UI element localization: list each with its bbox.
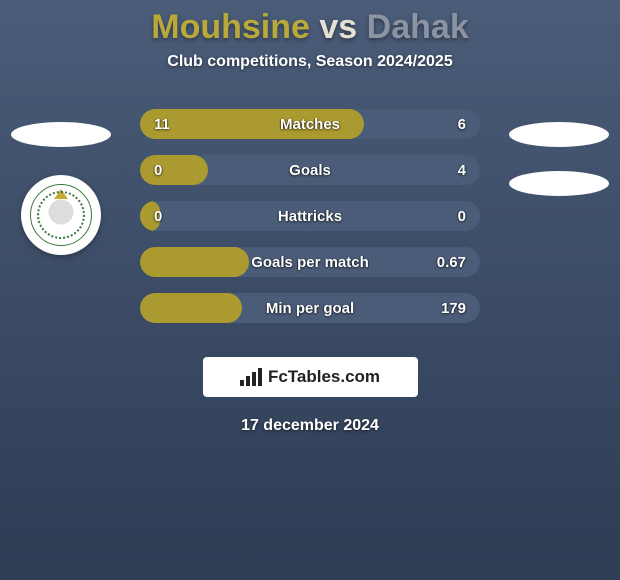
subtitle: Club competitions, Season 2024/2025: [0, 53, 620, 71]
stat-bar: 0Hattricks0: [140, 201, 480, 231]
brand-box[interactable]: FcTables.com: [203, 357, 418, 397]
stat-bar: 0Goals4: [140, 155, 480, 185]
stat-right-value: 0: [430, 208, 480, 225]
right-club-placeholder: [509, 171, 609, 196]
stat-left-value: 11: [140, 116, 190, 133]
right-name-placeholder: [509, 122, 609, 147]
left-name-placeholder: [11, 122, 111, 147]
stat-left-value: 0: [140, 208, 190, 225]
brand-text: FcTables.com: [268, 367, 380, 387]
right-player-column: [504, 122, 614, 196]
content-root: Mouhsine vs Dahak Club competitions, Sea…: [0, 0, 620, 580]
stat-right-value: 0.67: [430, 254, 480, 271]
stat-label: Min per goal: [190, 300, 430, 317]
date-line: 17 december 2024: [0, 417, 620, 435]
stat-right-value: 179: [430, 300, 480, 317]
stat-right-value: 6: [430, 116, 480, 133]
stat-left-value: 0: [140, 162, 190, 179]
stat-bar: Min per goal179: [140, 293, 480, 323]
bars-logo-icon: [240, 368, 262, 386]
stat-bar: Goals per match0.67: [140, 247, 480, 277]
title-vs: vs: [319, 8, 357, 46]
title-player2: Dahak: [367, 8, 469, 46]
left-player-column: [6, 122, 116, 255]
club-crest-icon: [30, 184, 92, 246]
title-player1: Mouhsine: [151, 8, 310, 46]
stat-label: Goals per match: [190, 254, 430, 271]
left-club-badge: [21, 175, 101, 255]
stat-label: Matches: [190, 116, 430, 133]
page-title: Mouhsine vs Dahak: [0, 8, 620, 47]
stat-bar: 11Matches6: [140, 109, 480, 139]
stat-right-value: 4: [430, 162, 480, 179]
stat-label: Hattricks: [190, 208, 430, 225]
stat-label: Goals: [190, 162, 430, 179]
